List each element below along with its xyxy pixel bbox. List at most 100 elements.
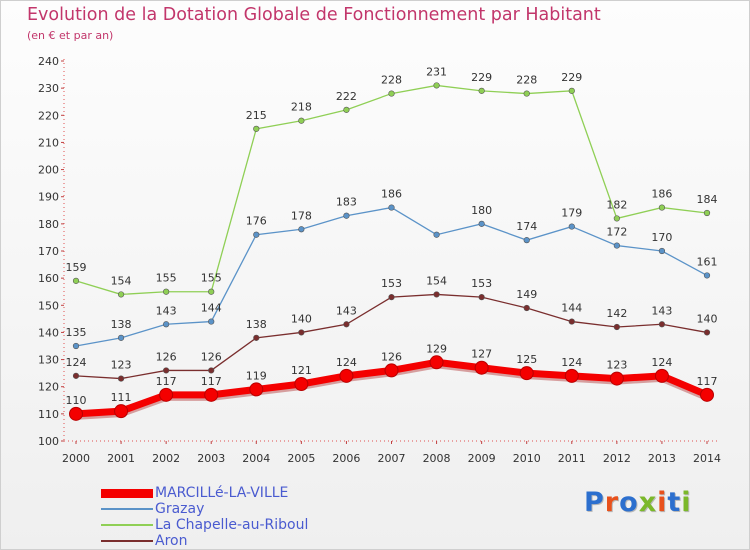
data-label: 170: [651, 231, 672, 244]
x-tick-label: 2005: [287, 452, 315, 465]
data-point: [72, 372, 80, 379]
legend-swatch: [101, 540, 153, 542]
data-label: 155: [156, 272, 177, 285]
y-tick-label: 230: [38, 82, 59, 95]
y-tick-label: 140: [38, 326, 59, 339]
x-tick-label: 2012: [603, 452, 631, 465]
y-tick-label: 110: [38, 408, 59, 421]
data-label: 228: [381, 74, 402, 87]
data-label: 176: [246, 215, 267, 228]
data-point: [564, 368, 579, 383]
data-label: 161: [697, 255, 718, 268]
data-label: 155: [201, 272, 222, 285]
data-point: [72, 277, 80, 284]
data-label: 178: [291, 209, 312, 222]
data-point: [343, 212, 350, 219]
data-label: 117: [156, 375, 177, 388]
data-point: [658, 247, 666, 255]
x-tick-label: 2013: [648, 452, 676, 465]
data-label: 183: [336, 196, 357, 209]
legend-swatch: [101, 524, 153, 526]
data-point: [523, 304, 530, 312]
data-point: [163, 288, 170, 295]
data-point: [343, 106, 350, 113]
data-point: [388, 294, 395, 301]
x-tick-label: 2003: [197, 452, 225, 465]
y-tick-label: 170: [38, 245, 59, 258]
data-label: 129: [426, 342, 447, 355]
data-point: [343, 321, 350, 328]
data-label: 143: [336, 304, 357, 317]
legend-label: La Chapelle-au-Riboul: [155, 517, 309, 533]
data-point: [159, 387, 174, 402]
data-point: [703, 209, 711, 217]
data-point: [117, 375, 125, 382]
x-tick-label: 2002: [152, 452, 180, 465]
data-point: [69, 406, 83, 421]
data-point: [298, 226, 305, 233]
data-label: 117: [697, 375, 718, 388]
data-point: [163, 321, 170, 328]
data-label: 172: [606, 226, 627, 239]
data-point: [433, 82, 440, 89]
data-label: 229: [561, 71, 582, 84]
y-tick-label: 210: [38, 136, 59, 149]
data-label: 186: [381, 188, 402, 201]
y-tick-label: 190: [38, 191, 59, 204]
data-point: [568, 318, 575, 325]
data-label: 138: [246, 318, 267, 331]
data-point: [700, 387, 714, 402]
data-label: 179: [561, 207, 582, 220]
data-point: [433, 291, 440, 298]
data-point: [298, 117, 305, 124]
data-label: 123: [111, 359, 132, 372]
data-point: [433, 231, 440, 238]
data-label: 144: [561, 302, 582, 315]
data-label: 124: [66, 356, 87, 369]
y-tick-label: 220: [38, 109, 59, 122]
data-point: [658, 321, 666, 328]
brand-letter: i: [657, 487, 668, 518]
data-point: [523, 237, 530, 244]
data-point: [478, 294, 485, 301]
data-label: 218: [291, 101, 312, 114]
data-label: 123: [606, 359, 627, 372]
x-tick-label: 2011: [558, 452, 586, 465]
data-point: [523, 90, 530, 97]
data-point: [204, 387, 219, 402]
y-tick-label: 180: [38, 218, 59, 231]
data-point: [478, 220, 485, 227]
data-label: 140: [291, 312, 312, 325]
data-point: [388, 204, 395, 211]
legend-swatch: [101, 488, 153, 498]
data-label: 124: [561, 356, 582, 369]
brand-letter: i: [681, 487, 692, 518]
data-label: 125: [516, 353, 537, 366]
y-tick-label: 100: [38, 435, 59, 448]
x-tick-label: 2004: [242, 452, 270, 465]
brand-letter: o: [619, 487, 639, 518]
data-label: 231: [426, 65, 447, 78]
data-point: [613, 215, 620, 222]
data-label: 153: [381, 277, 402, 290]
data-point: [117, 291, 125, 298]
data-label: 138: [111, 318, 132, 331]
data-label: 117: [201, 375, 222, 388]
data-label: 126: [381, 350, 402, 363]
data-point: [384, 363, 399, 378]
data-label: 180: [471, 204, 492, 217]
data-point: [613, 242, 620, 249]
data-label: 229: [471, 71, 492, 84]
data-label: 144: [201, 302, 222, 315]
data-label: 174: [516, 220, 537, 233]
x-tick-label: 2014: [693, 452, 721, 465]
data-point: [568, 223, 575, 230]
data-point: [117, 334, 125, 341]
y-tick-label: 200: [38, 164, 59, 177]
chart-title: Evolution de la Dotation Globale de Fonc…: [27, 5, 601, 25]
data-point: [253, 231, 260, 238]
data-point: [208, 288, 215, 295]
data-label: 222: [336, 90, 357, 103]
data-label: 119: [246, 369, 267, 382]
data-label: 215: [246, 109, 267, 122]
